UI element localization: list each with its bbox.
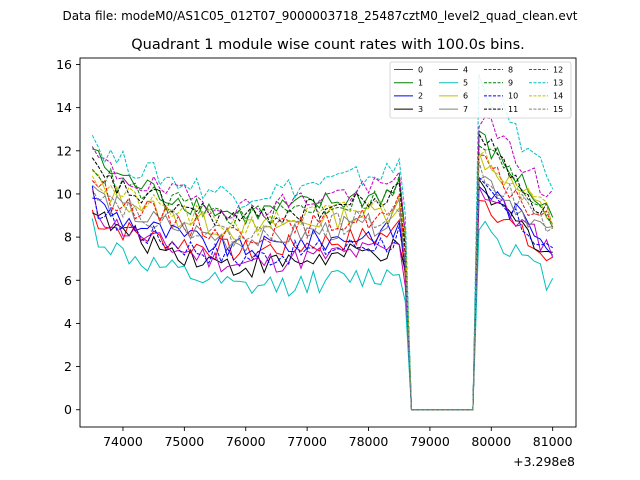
y-tick-label: 12: [56, 143, 72, 158]
x-tick-label: 78000: [349, 434, 389, 449]
y-tick-label: 4: [64, 316, 72, 331]
legend-label-13: 13: [553, 79, 563, 88]
y-tick-label: 14: [56, 100, 72, 115]
legend-label-6: 6: [463, 92, 468, 101]
y-axis: 0 2 4 6 8 10 12 14 16: [56, 57, 80, 417]
legend-label-14: 14: [553, 92, 563, 101]
legend-label-12: 12: [553, 65, 563, 74]
x-tick-label: 75000: [164, 434, 204, 449]
legend-label-9: 9: [508, 79, 513, 88]
y-tick-label: 6: [64, 273, 72, 288]
series-layer: [91, 74, 554, 411]
plot-frame: [79, 57, 577, 428]
legend-label-5: 5: [463, 79, 468, 88]
y-tick-label: 0: [64, 402, 72, 417]
legend-label-8: 8: [508, 65, 513, 74]
legend-label-3: 3: [418, 105, 423, 114]
y-tick-label: 16: [56, 57, 72, 72]
legend-label-15: 15: [553, 105, 563, 114]
series-line-15: [91, 161, 553, 411]
legend-frame: [389, 61, 572, 119]
chart-title: Quadrant 1 module wise count rates with …: [131, 37, 525, 53]
series-line-5: [91, 218, 554, 411]
legend-label-2: 2: [418, 92, 423, 101]
legend-label-1: 1: [418, 79, 423, 88]
x-tick-label: 76000: [226, 434, 266, 449]
x-tick-label: 81000: [533, 434, 573, 449]
legend-label-10: 10: [508, 92, 518, 101]
x-axis: 74000 75000 76000 77000 78000 79000 80000 81000: [103, 427, 573, 449]
legend-label-7: 7: [463, 105, 468, 114]
legend-label-0: 0: [418, 65, 423, 74]
x-tick-label: 74000: [103, 434, 143, 449]
x-tick-label: 79000: [410, 434, 450, 449]
x-offset-label: +3.298e8: [513, 454, 575, 469]
x-tick-label: 80000: [471, 434, 511, 449]
x-tick-label: 77000: [287, 434, 327, 449]
y-tick-label: 8: [64, 230, 72, 245]
series-line-10: [91, 176, 553, 411]
series-line-13: [91, 74, 554, 411]
y-tick-label: 2: [64, 359, 72, 374]
datafile-label: Data file: modeM0/AS1C05_012T07_90000037…: [62, 9, 577, 23]
legend-label-11: 11: [508, 105, 518, 114]
legend-label-4: 4: [463, 65, 468, 74]
y-tick-label: 10: [56, 186, 72, 201]
